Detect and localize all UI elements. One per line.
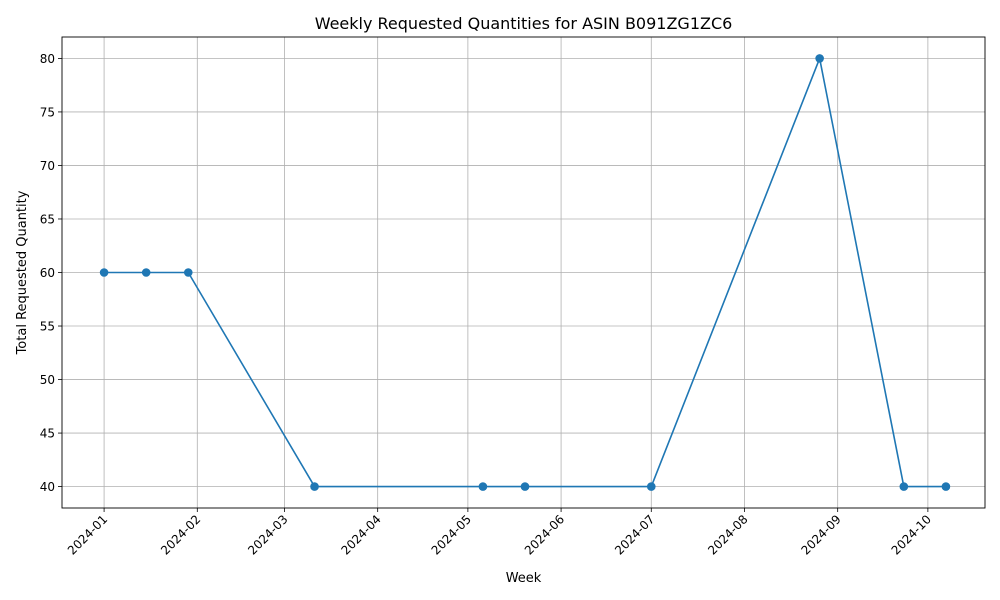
y-axis-label: Total Requested Quantity <box>15 190 30 355</box>
grid <box>62 37 985 508</box>
data-point <box>99 268 109 277</box>
chart-title: Weekly Requested Quantities for ASIN B09… <box>315 14 733 33</box>
y-tick-label: 50 <box>40 373 55 387</box>
data-point <box>183 268 193 277</box>
data-point <box>520 482 530 491</box>
data-point <box>310 482 319 491</box>
data-point <box>941 482 951 491</box>
data-series <box>99 54 951 491</box>
series-line <box>104 57 946 488</box>
x-axis-label: Week <box>506 571 542 586</box>
y-tick-label: 70 <box>40 159 55 173</box>
y-tick-label: 80 <box>40 52 55 66</box>
y-tick-label: 55 <box>40 320 55 334</box>
y-tick-label: 45 <box>40 427 55 441</box>
y-axis: 40 45 50 55 60 65 70 75 80 <box>40 52 62 494</box>
y-tick-label: 60 <box>40 266 55 280</box>
y-tick-label: 40 <box>40 480 55 494</box>
data-point <box>815 54 824 63</box>
data-point <box>141 268 151 277</box>
data-point <box>646 482 656 491</box>
y-tick-label: 75 <box>40 105 55 119</box>
data-point <box>478 482 488 491</box>
y-tick-label: 65 <box>40 212 55 226</box>
data-point <box>899 482 909 491</box>
